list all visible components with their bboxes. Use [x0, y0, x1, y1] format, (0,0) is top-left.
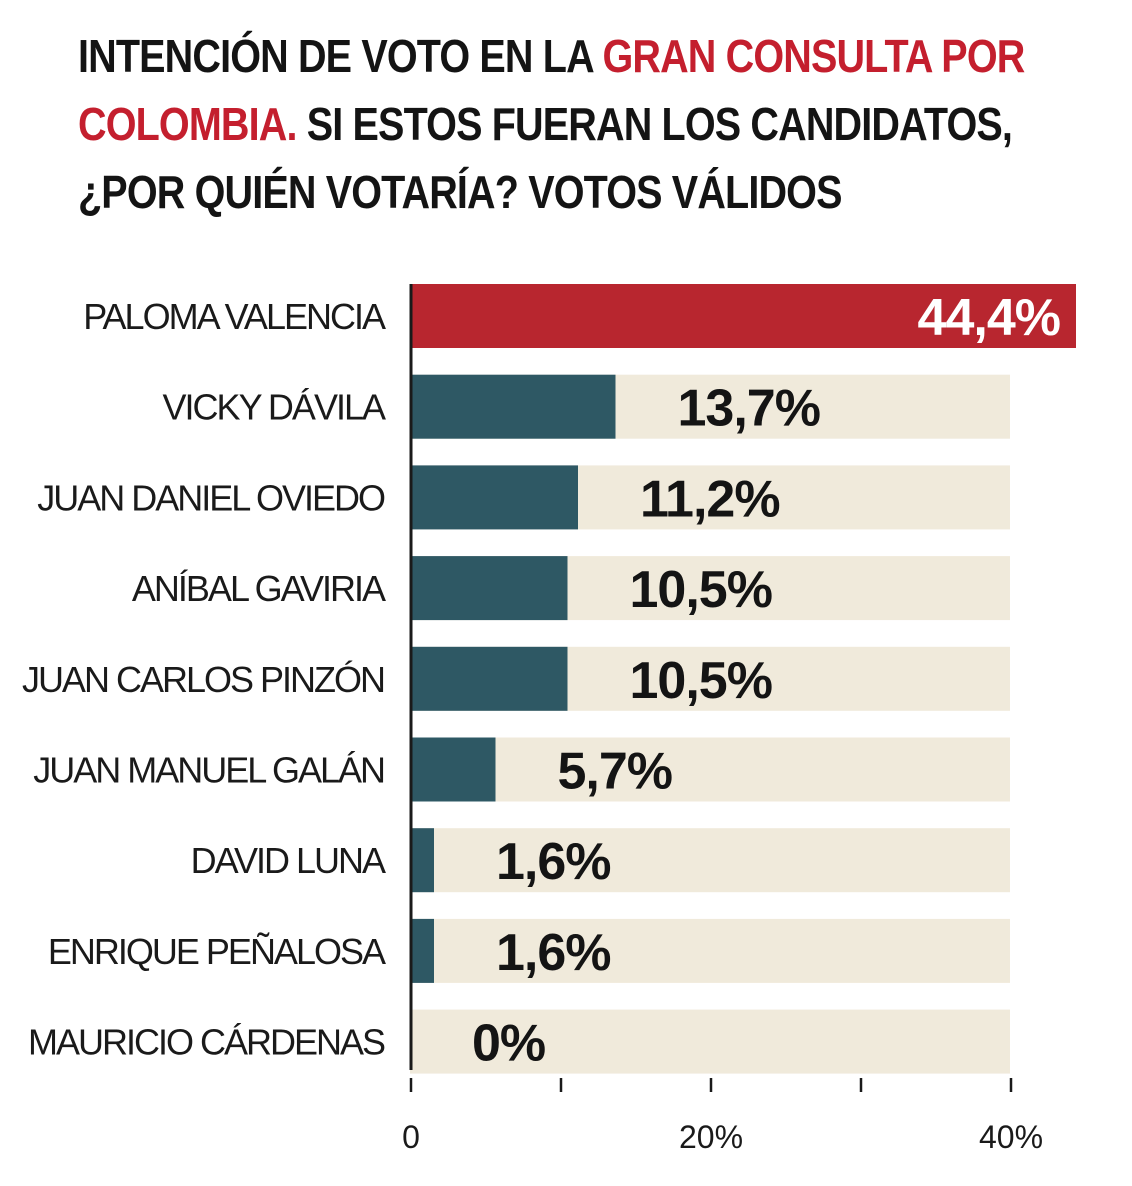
bar-track [410, 737, 1010, 802]
bar-3 [410, 556, 568, 621]
title-part-3: ¿POR QUIÉN VOTARÍA? VOTOS VÁLIDOS [78, 166, 842, 218]
title-part-1: INTENCIÓN DE VOTO EN LA [78, 30, 603, 82]
title-highlight-1: GRAN CONSULTA POR [602, 30, 1025, 82]
bar-track [410, 1009, 1010, 1074]
category-label-4: JUAN CARLOS PINZÓN [22, 659, 384, 700]
value-label-0: 44,4% [918, 289, 1060, 347]
value-label-2: 11,2% [640, 470, 780, 528]
x-tick-label-2: 20% [679, 1119, 743, 1155]
title-line-2: COLOMBIA. SI ESTOS FUERAN LOS CANDIDATOS… [78, 90, 1013, 158]
bar-4 [410, 646, 568, 711]
category-label-7: ENRIQUE PEÑALOSA [48, 931, 386, 972]
bar-track [410, 828, 1010, 893]
bar-5 [410, 737, 496, 802]
title-line-3: ¿POR QUIÉN VOTARÍA? VOTOS VÁLIDOS [78, 158, 972, 226]
chart-title: INTENCIÓN DE VOTO EN LA GRAN CONSULTA PO… [78, 22, 1025, 226]
category-label-1: VICKY DÁVILA [163, 387, 386, 428]
value-label-5: 5,7% [558, 743, 673, 801]
value-label-1: 13,7% [678, 380, 820, 438]
bar-7 [410, 918, 434, 983]
value-label-8: 0% [472, 1015, 545, 1073]
value-label-4: 10,5% [630, 652, 772, 710]
value-label-3: 10,5% [630, 561, 772, 619]
category-label-6: DAVID LUNA [191, 840, 386, 881]
category-label-0: PALOMA VALENCIA [83, 296, 386, 337]
bar-1 [410, 374, 616, 439]
title-part-2: SI ESTOS FUERAN LOS CANDIDATOS, [296, 98, 1013, 150]
bar-track [410, 918, 1010, 983]
category-label-5: JUAN MANUEL GALÁN [33, 750, 384, 791]
title-highlight-2: COLOMBIA. [78, 98, 297, 150]
bar-2 [410, 465, 578, 530]
bar-6 [410, 828, 434, 893]
title-line-1: INTENCIÓN DE VOTO EN LA GRAN CONSULTA PO… [78, 22, 1025, 90]
value-label-6: 1,6% [496, 833, 611, 891]
category-label-8: MAURICIO CÁRDENAS [28, 1022, 385, 1063]
x-tick-label-4: 40% [979, 1119, 1043, 1155]
value-label-7: 1,6% [496, 924, 611, 982]
x-tick-label-0: 0 [402, 1119, 420, 1155]
category-label-2: JUAN DANIEL OVIEDO [37, 477, 385, 518]
category-label-3: ANÍBAL GAVIRIA [132, 568, 386, 609]
bar-0 [410, 284, 1076, 348]
